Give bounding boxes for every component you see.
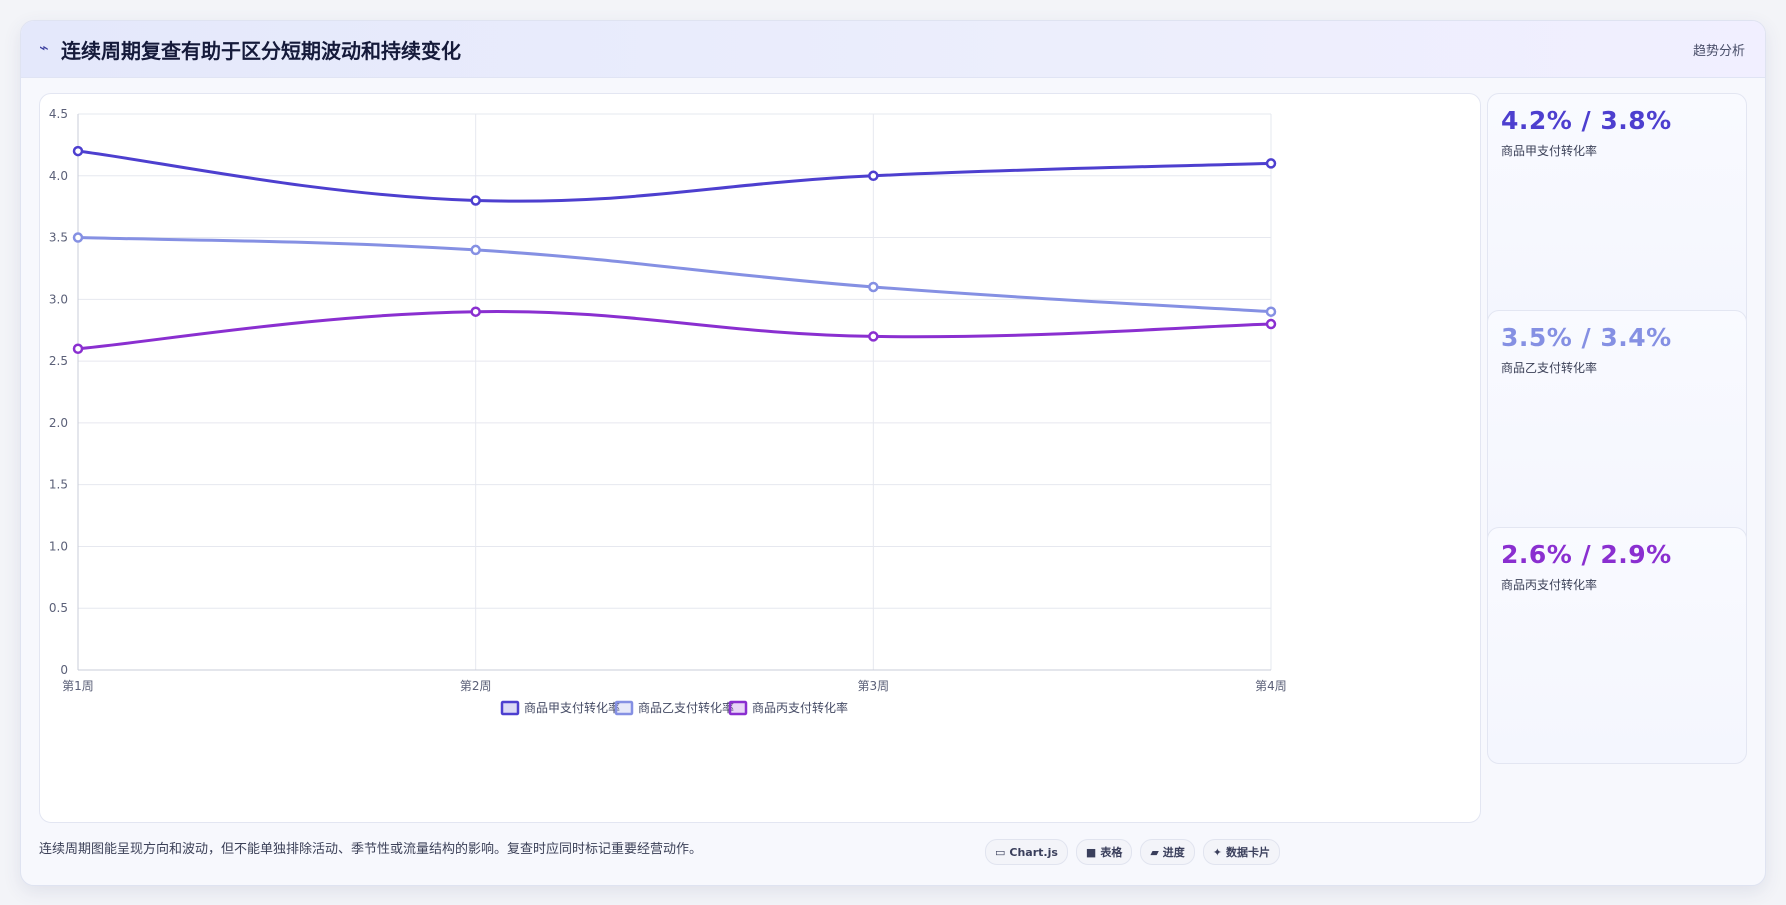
y-tick-label: 3.0 (49, 292, 68, 306)
legend-swatch (500, 700, 520, 716)
stat-card-b: 3.5% / 3.4% 商品乙支付转化率 (1487, 310, 1747, 547)
stat-label-a: 商品甲支付转化率 (1501, 144, 1598, 158)
x-tick-label: 第4周 (1255, 679, 1287, 693)
progress-icon: ▰ (1150, 845, 1159, 859)
stat-value-c: 2.6% / 2.9% (1501, 540, 1672, 569)
y-tick-label: 3.5 (49, 231, 68, 245)
data-point (470, 244, 481, 256)
chart-icon: ▭ (995, 845, 1006, 859)
series-line-3 (77, 310, 1272, 351)
x-tick-label: 第3周 (858, 679, 890, 693)
legend-label: 商品甲支付转化率 (524, 700, 620, 715)
legend-swatch (614, 700, 634, 716)
chart-card: ⌁ 连续周期复查有助于区分短期波动和持续变化 趋势分析 0 0.5 1.0 1.5 2.… (20, 20, 1766, 886)
y-tick-label: 0 (60, 663, 68, 677)
line-chart: 0 0.5 1.0 1.5 2.0 2.5 3.0 3.5 4.0 4.5 第1周 第2周 第3周 第4周… (49, 107, 1287, 716)
y-tick-label: 2.0 (49, 416, 68, 430)
series-line-1 (77, 149, 1272, 203)
data-point (868, 170, 879, 182)
trend-icon: ⌁ (39, 38, 49, 57)
badge-data-card[interactable]: ✦ 数据卡片 (1202, 839, 1281, 865)
stat-card-c: 2.6% / 2.9% 商品丙支付转化率 (1487, 527, 1747, 764)
chart-panel: 0 0.5 1.0 1.5 2.0 2.5 3.0 3.5 4.0 4.5 第1周 第2周 第3周 第4周… (39, 93, 1481, 823)
data-point (1265, 318, 1277, 330)
data-point (470, 195, 481, 206)
data-point (470, 306, 481, 317)
legend-label: 商品丙支付转化率 (752, 700, 848, 715)
legend-label: 商品乙支付转化率 (638, 700, 734, 715)
trend-analysis-tag: 趋势分析 (1692, 44, 1745, 59)
y-tick-label: 1.5 (49, 478, 68, 492)
stat-label-b: 商品乙支付转化率 (1501, 361, 1598, 375)
data-point (72, 145, 84, 157)
badge-chartjs[interactable]: ▭ Chart.js (985, 839, 1068, 865)
y-tick-label: 4.5 (49, 107, 68, 121)
data-point (72, 232, 84, 243)
legend-swatch (728, 700, 748, 716)
card-header: ⌁ 连续周期复查有助于区分短期波动和持续变化 趋势分析 (21, 21, 1765, 78)
x-tick-label: 第1周 (62, 679, 94, 693)
badge-table[interactable]: ■ 表格 (1075, 839, 1133, 865)
badge-progress[interactable]: ▰ 进度 (1140, 839, 1195, 865)
series-line-2 (77, 236, 1272, 314)
y-tick-label: 4.0 (49, 169, 68, 183)
chart-title: 连续周期复查有助于区分短期波动和持续变化 (61, 39, 461, 63)
badge-label: 进度 (1162, 846, 1185, 859)
card-icon: ✦ (1212, 845, 1223, 859)
y-tick-label: 2.5 (49, 354, 68, 368)
data-point (1265, 158, 1277, 169)
data-point (868, 331, 879, 342)
footnote: 连续周期图能呈现方向和波动，但不能单独排除活动、季节性或流量结构的影响。复查时应… (39, 842, 703, 857)
tech-badges: ▭ Chart.js ■ 表格 ▰ 进度 ✦ 数据卡片 (985, 839, 1281, 865)
y-tick-label: 0.5 (49, 601, 68, 615)
stat-value-b: 3.5% / 3.4% (1501, 323, 1672, 352)
stat-value-a: 4.2% / 3.8% (1501, 106, 1672, 135)
badge-label: 数据卡片 (1226, 846, 1271, 859)
data-point (868, 281, 879, 293)
badge-label: 表格 (1100, 846, 1123, 859)
table-icon: ■ (1085, 845, 1097, 859)
badge-label: Chart.js (1009, 845, 1058, 859)
stat-label-c: 商品丙支付转化率 (1501, 578, 1598, 592)
data-point (72, 343, 84, 355)
y-tick-label: 1.0 (49, 539, 68, 553)
data-point (1265, 306, 1277, 317)
x-tick-label: 第2周 (460, 679, 492, 693)
stat-card-a: 4.2% / 3.8% 商品甲支付转化率 (1487, 93, 1747, 330)
